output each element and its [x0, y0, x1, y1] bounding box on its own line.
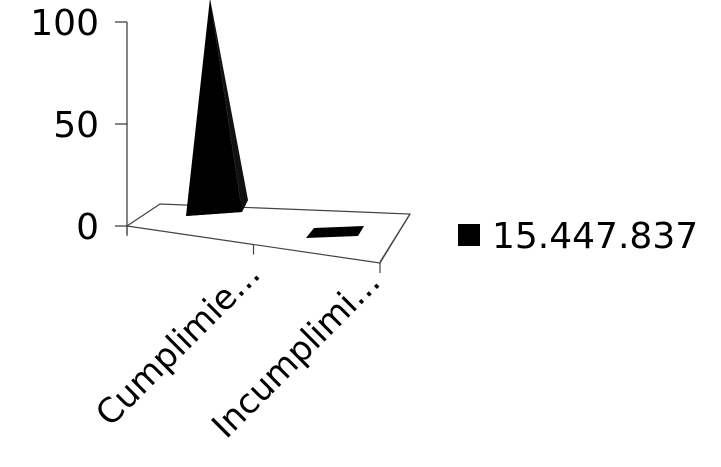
value-axis — [115, 21, 128, 234]
category-axis-labels: Cumplimie...Incumplimi... — [88, 254, 388, 446]
pyramid-front-face — [186, 0, 242, 216]
bar-2 — [306, 226, 364, 238]
chart-floor — [126, 203, 412, 273]
value-axis-tick-label: 50 — [53, 105, 99, 146]
legend-entry-label: 15.447.837 — [492, 216, 698, 257]
pyramid-base-flat — [306, 226, 364, 238]
value-axis-tick-label: 100 — [30, 3, 99, 44]
bar-1 — [186, 0, 248, 216]
floor-outline — [126, 203, 412, 264]
legend-swatch — [458, 224, 480, 246]
value-axis-tick-label: 0 — [76, 207, 99, 248]
legend: 15.447.837 — [458, 216, 698, 257]
floor-side-edge — [379, 213, 411, 263]
value-axis-tick-labels: 0 50 100 — [30, 3, 99, 248]
pyramid-side-face — [210, 0, 248, 212]
chart-bars — [186, 0, 364, 238]
